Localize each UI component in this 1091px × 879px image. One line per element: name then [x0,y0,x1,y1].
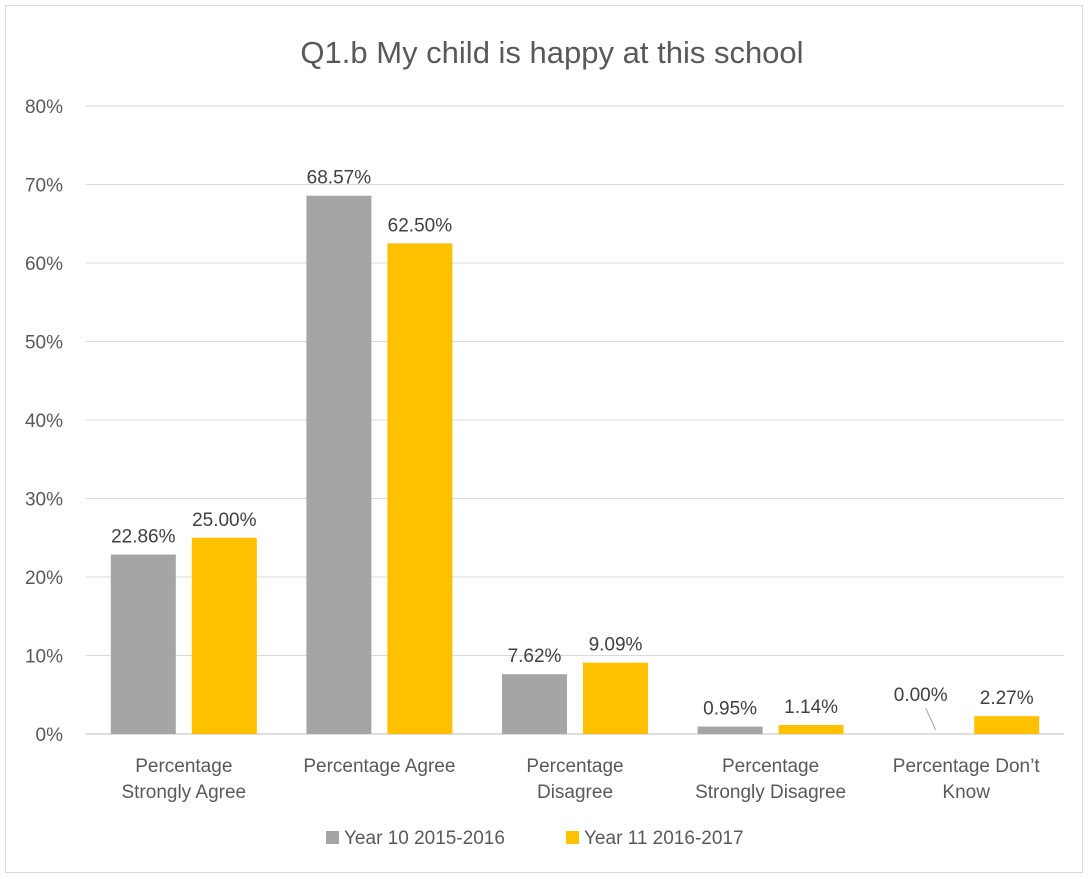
y-tick-label: 0% [36,725,64,746]
legend-swatch [566,831,579,844]
bar-chart: Q1.b My child is happy at this school 0%… [25,35,1064,849]
bar [387,243,453,734]
data-label: 62.50% [388,215,453,236]
x-tick-label: Percentage Strongly Disagree [695,756,846,803]
bar [306,195,372,735]
y-tick-label: 40% [25,411,63,432]
bar [697,726,763,734]
bar [110,554,176,734]
bar [191,537,257,734]
x-tick-label: Percentage Don’t Know [893,756,1041,803]
y-axis-ticks: 0% 10% 20% 30% 40% 50% 60% 70% 80% [25,97,63,746]
data-labels: 22.86% 68.57% 7.62% 0.95% 0.00% 25.00% 62.50% 9… [111,168,1034,731]
legend-label: Year 10 2015-2016 [344,828,505,849]
data-label: 22.86% [111,527,176,548]
data-label: 7.62% [508,646,562,667]
chart-title: Q1.b My child is happy at this school [300,35,803,70]
y-tick-label: 80% [25,97,63,118]
data-label: 68.57% [307,168,372,189]
x-tick-label: Percentage Strongly Agree [121,756,246,803]
y-tick-label: 10% [25,647,63,668]
bar [583,662,648,734]
data-label: 0.95% [703,699,757,720]
data-label: 1.14% [784,697,838,718]
bar [974,716,1040,734]
legend-label: Year 11 2016-2017 [584,828,744,849]
leader-line [925,707,937,731]
x-tick-label: Percentage Agree [303,756,455,777]
y-tick-label: 30% [25,490,63,511]
data-label: 2.27% [980,688,1034,709]
y-tick-label: 20% [25,568,63,589]
bar [778,725,844,734]
data-label: 0.00% [894,685,948,706]
y-tick-label: 50% [25,333,63,354]
chart-frame: Q1.b My child is happy at this school 0%… [5,5,1083,873]
data-label: 25.00% [192,510,257,531]
data-label: 9.09% [589,635,643,656]
y-tick-label: 60% [25,254,63,275]
bar [502,674,567,734]
y-tick-label: 70% [25,176,63,197]
legend: Year 10 2015-2016 Year 11 2016-2017 [326,828,744,849]
x-axis-labels: Percentage Strongly Agree Percentage Agree… [121,756,1040,803]
legend-swatch [326,831,339,844]
bars [110,195,1040,735]
x-tick-label: Percentage Disagree [526,756,623,803]
